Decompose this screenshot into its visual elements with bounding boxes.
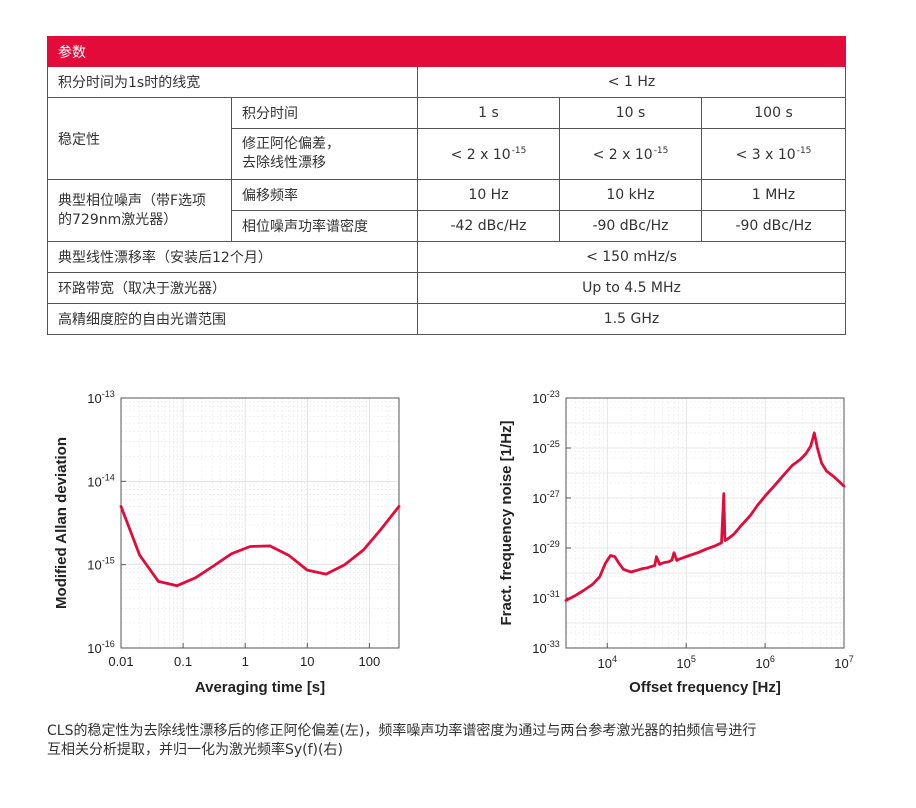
table-row-integration: 稳定性 积分时间 1 s 10 s 100 s (47, 97, 847, 180)
grid-group (121, 398, 399, 648)
x-axis-title: Offset frequency [Hz] (629, 679, 781, 696)
y-tick-label: 10-16 (87, 639, 114, 656)
y-tick-label: 10-13 (87, 389, 114, 406)
table-row-deviation: 修正阿伦偏差， 去除线性漂移 < 2 x 10-15 < 2 x 10-15 <… (48, 128, 847, 180)
allan-deviation-chart: 0.01 0.1 1 10 100 10-13 10-14 10-15 10-16 Averagi… (53, 389, 401, 696)
x-tick-label: 1 (242, 654, 249, 669)
psd-label: 相位噪声功率谱密度 (231, 210, 418, 242)
offset-value: 10 Hz (417, 179, 560, 211)
y-tick-label: 10-14 (87, 472, 114, 489)
grid-group (566, 398, 844, 648)
y-tick-label: 10-27 (532, 489, 559, 506)
bandwidth-label: 环路带宽（取决于激光器） (47, 272, 418, 304)
table-header: 参数 (46, 36, 847, 67)
parameter-table: 参数 积分时间为1s时的线宽 < 1 Hz 稳定性 积分时间 1 s 10 s … (46, 36, 847, 335)
deviation-value: < 2 x 10-15 (417, 128, 560, 180)
deviation-label-line1: 修正阿伦偏差， (242, 136, 340, 152)
table-row-bandwidth: 环路带宽（取决于激光器） Up to 4.5 MHz (47, 272, 847, 304)
table-row-psd: 相位噪声功率谱密度 -42 dBc/Hz -90 dBc/Hz -90 dBc/… (48, 210, 847, 242)
deviation-label: 修正阿伦偏差， 去除线性漂移 (231, 128, 418, 180)
y-tick-label: 10-31 (532, 589, 559, 606)
table-row-offset: 典型相位噪声（带F选项 的729nm激光器） 偏移频率 10 Hz 10 kHz… (47, 179, 847, 242)
deviation-value: < 2 x 10-15 (559, 128, 702, 180)
frequency-noise-chart: 104 105 106 107 10-23 10-25 10-27 10-29 10-31 10-… (498, 389, 854, 696)
integration-value: 10 s (559, 97, 702, 129)
table-row-drift: 典型线性漂移率（安装后12个月） < 150 mHz/s (47, 241, 847, 273)
deviation-value: < 3 x 10-15 (700, 128, 847, 180)
y-tick-label: 10-15 (87, 556, 114, 573)
figure-caption: CLS的稳定性为去除线性漂移后的修正阿伦偏差(左)，频率噪声功率谱密度为通过与两… (47, 722, 857, 760)
offset-label: 偏移频率 (231, 179, 418, 211)
x-tick-label: 105 (676, 654, 695, 671)
x-axis-title: Averaging time [s] (195, 679, 325, 696)
stability-label: 稳定性 (47, 97, 232, 180)
y-tick-label: 10-29 (532, 539, 559, 556)
drift-value: < 150 mHz/s (416, 241, 847, 273)
table-row-fsr: 高精细度腔的自由光谱范围 1.5 GHz (47, 303, 847, 335)
offset-value: 10 kHz (559, 179, 702, 211)
drift-label: 典型线性漂移率（安装后12个月） (47, 241, 418, 273)
offset-value: 1 MHz (700, 179, 847, 211)
linewidth-value: < 1 Hz (416, 66, 847, 98)
psd-value: -90 dBc/Hz (700, 210, 847, 242)
plot-frame (120, 397, 400, 649)
caption-line2: 互相关分析提取，并归一化为激光频率Sy(f)(右) (47, 742, 343, 758)
deviation-label-line2: 去除线性漂移 (242, 155, 326, 171)
y-axis-title: Modified Allan deviation (53, 437, 70, 609)
plot-frame (565, 397, 845, 649)
psd-value: -90 dBc/Hz (559, 210, 702, 242)
table-header-row: 参数 (46, 36, 847, 67)
y-axis-title: Fract. frequency noise [1/Hz] (498, 420, 515, 625)
fsr-label: 高精细度腔的自由光谱范围 (47, 303, 418, 335)
y-tick-label: 10-25 (532, 439, 559, 456)
phase-noise-label-line1: 典型相位噪声（带F选项 (58, 192, 207, 209)
x-tick-label: 10 (300, 654, 314, 669)
integration-value: 1 s (417, 97, 560, 129)
y-tick-label: 10-33 (532, 639, 559, 656)
fsr-value: 1.5 GHz (416, 303, 847, 335)
x-tick-label: 104 (598, 654, 617, 671)
caption-line1: CLS的稳定性为去除线性漂移后的修正阿伦偏差(左)，频率噪声功率谱密度为通过与两… (47, 723, 757, 739)
x-tick-label: 100 (359, 654, 381, 669)
integration-label: 积分时间 (231, 97, 418, 129)
x-tick-label: 107 (834, 654, 853, 671)
integration-value: 100 s (700, 97, 847, 129)
y-tick-label: 10-23 (532, 389, 559, 406)
bandwidth-value: Up to 4.5 MHz (416, 272, 847, 304)
x-tick-label: 0.01 (108, 654, 133, 669)
x-tick-label: 0.1 (174, 654, 192, 669)
linewidth-label: 积分时间为1s时的线宽 (47, 66, 418, 98)
phase-noise-label-line2: 的729nm激光器） (58, 211, 178, 228)
series-line (119, 505, 401, 588)
phase-noise-label: 典型相位噪声（带F选项 的729nm激光器） (47, 179, 232, 242)
x-tick-label: 106 (755, 654, 774, 671)
series-line (564, 431, 846, 602)
psd-value: -42 dBc/Hz (417, 210, 560, 242)
table-row-linewidth: 积分时间为1s时的线宽 < 1 Hz (47, 66, 847, 98)
